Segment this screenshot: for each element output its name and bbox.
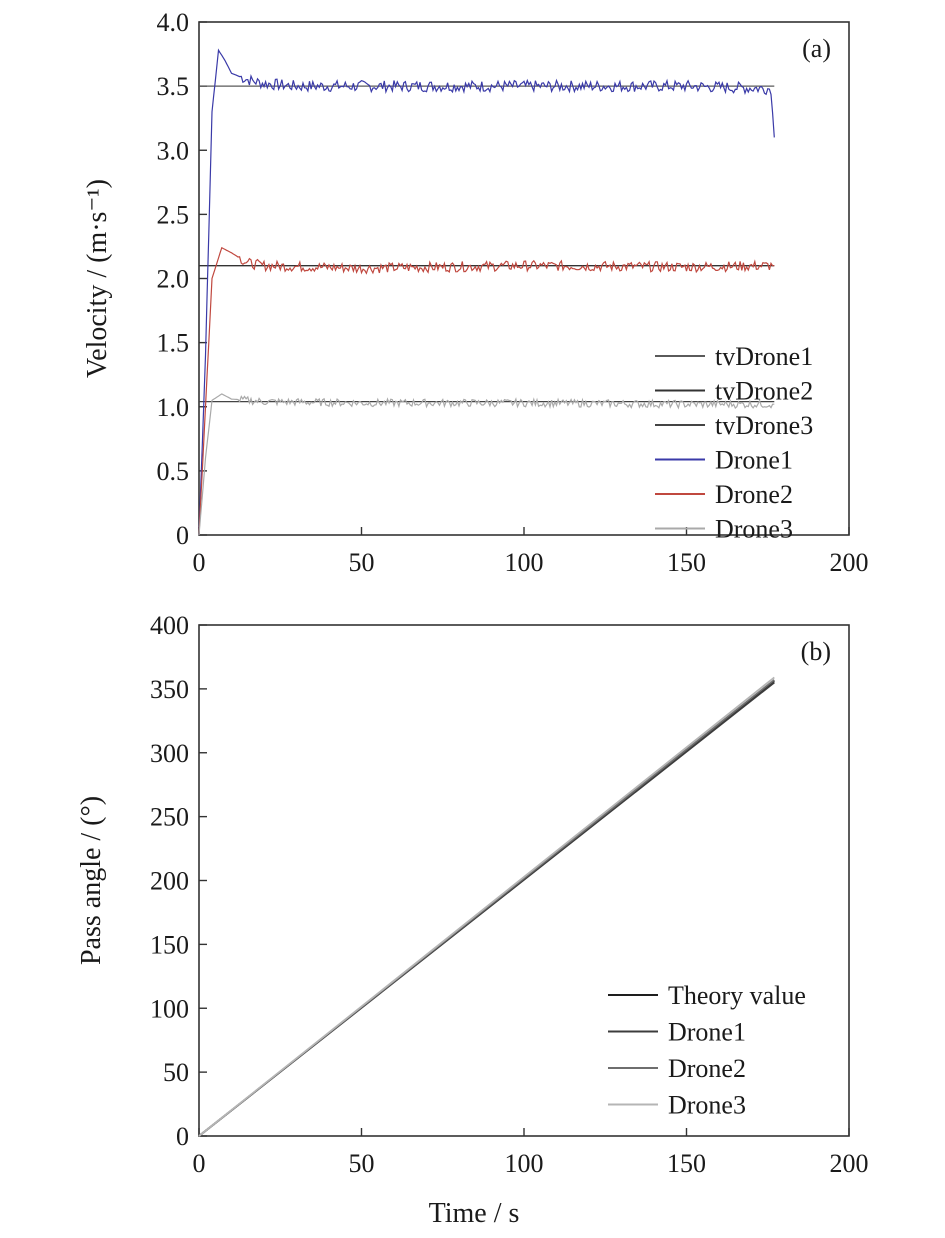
y-tick-label: 250 (150, 803, 189, 832)
series-line-drone1 (198, 48, 775, 536)
x-tick-label: 0 (193, 1149, 206, 1178)
y-tick-label: 300 (150, 739, 189, 768)
y-tick-label: 50 (163, 1058, 189, 1087)
y-axis-label: Pass angle / (°) (76, 796, 107, 965)
y-tick-label: 200 (150, 867, 189, 896)
x-tick-label: 150 (667, 548, 706, 577)
panel-a: 0 50 100 150 200 0 0.5 1.0 1.5 2.0 2.5 3.0 3.5 4.0 Vel… (82, 8, 869, 577)
legend-label: Drone1 (715, 446, 793, 475)
y-tick-label: 4.0 (157, 8, 190, 37)
legend-label: Drone3 (715, 515, 793, 544)
legend-label: Drone1 (668, 1018, 746, 1047)
y-tick-label: 1.5 (157, 329, 190, 358)
legend-label: tvDrone2 (715, 377, 813, 406)
y-tick-label: 400 (150, 611, 189, 640)
y-tick-label: 1.0 (157, 393, 190, 422)
x-tick-label: 50 (349, 1149, 375, 1178)
x-tick-label: 200 (830, 548, 869, 577)
series-line-drone2 (198, 246, 775, 536)
series-line-drone3 (198, 393, 775, 536)
y-tick-label: 0 (176, 521, 189, 550)
y-tick-label: 100 (150, 994, 189, 1023)
series-line-drone3 (198, 676, 775, 1137)
x-tick-label: 150 (667, 1149, 706, 1178)
y-tick-label: 2.0 (157, 265, 190, 294)
y-tick-label: 350 (150, 675, 189, 704)
x-tick-label: 100 (505, 1149, 544, 1178)
y-tick-label: 2.5 (157, 200, 190, 229)
y-tick-label: 0 (176, 1122, 189, 1151)
legend-label: Theory value (668, 981, 806, 1010)
y-tick-label: 3.5 (157, 72, 190, 101)
y-tick-label: 150 (150, 930, 189, 959)
panel-label: (b) (801, 637, 831, 666)
x-tick-label: 0 (193, 548, 206, 577)
x-tick-label: 100 (505, 548, 544, 577)
legend-label: Drone3 (668, 1091, 746, 1120)
legend-label: tvDrone3 (715, 411, 813, 440)
legend-label: Drone2 (668, 1054, 746, 1083)
x-axis-label: Time / s (429, 1198, 520, 1229)
panel-label: (a) (802, 34, 831, 63)
panel-b: 0 50 100 150 200 0 50 100 150 200 250 300 350 400 Pass… (76, 611, 869, 1229)
legend-label: Drone2 (715, 480, 793, 509)
y-axis-label: Velocity / (m·s⁻¹) (82, 179, 113, 378)
x-tick-label: 200 (830, 1149, 869, 1178)
legend-label: tvDrone1 (715, 342, 813, 371)
y-tick-label: 0.5 (157, 457, 190, 486)
y-tick-label: 3.0 (157, 136, 190, 165)
x-tick-label: 50 (349, 548, 375, 577)
